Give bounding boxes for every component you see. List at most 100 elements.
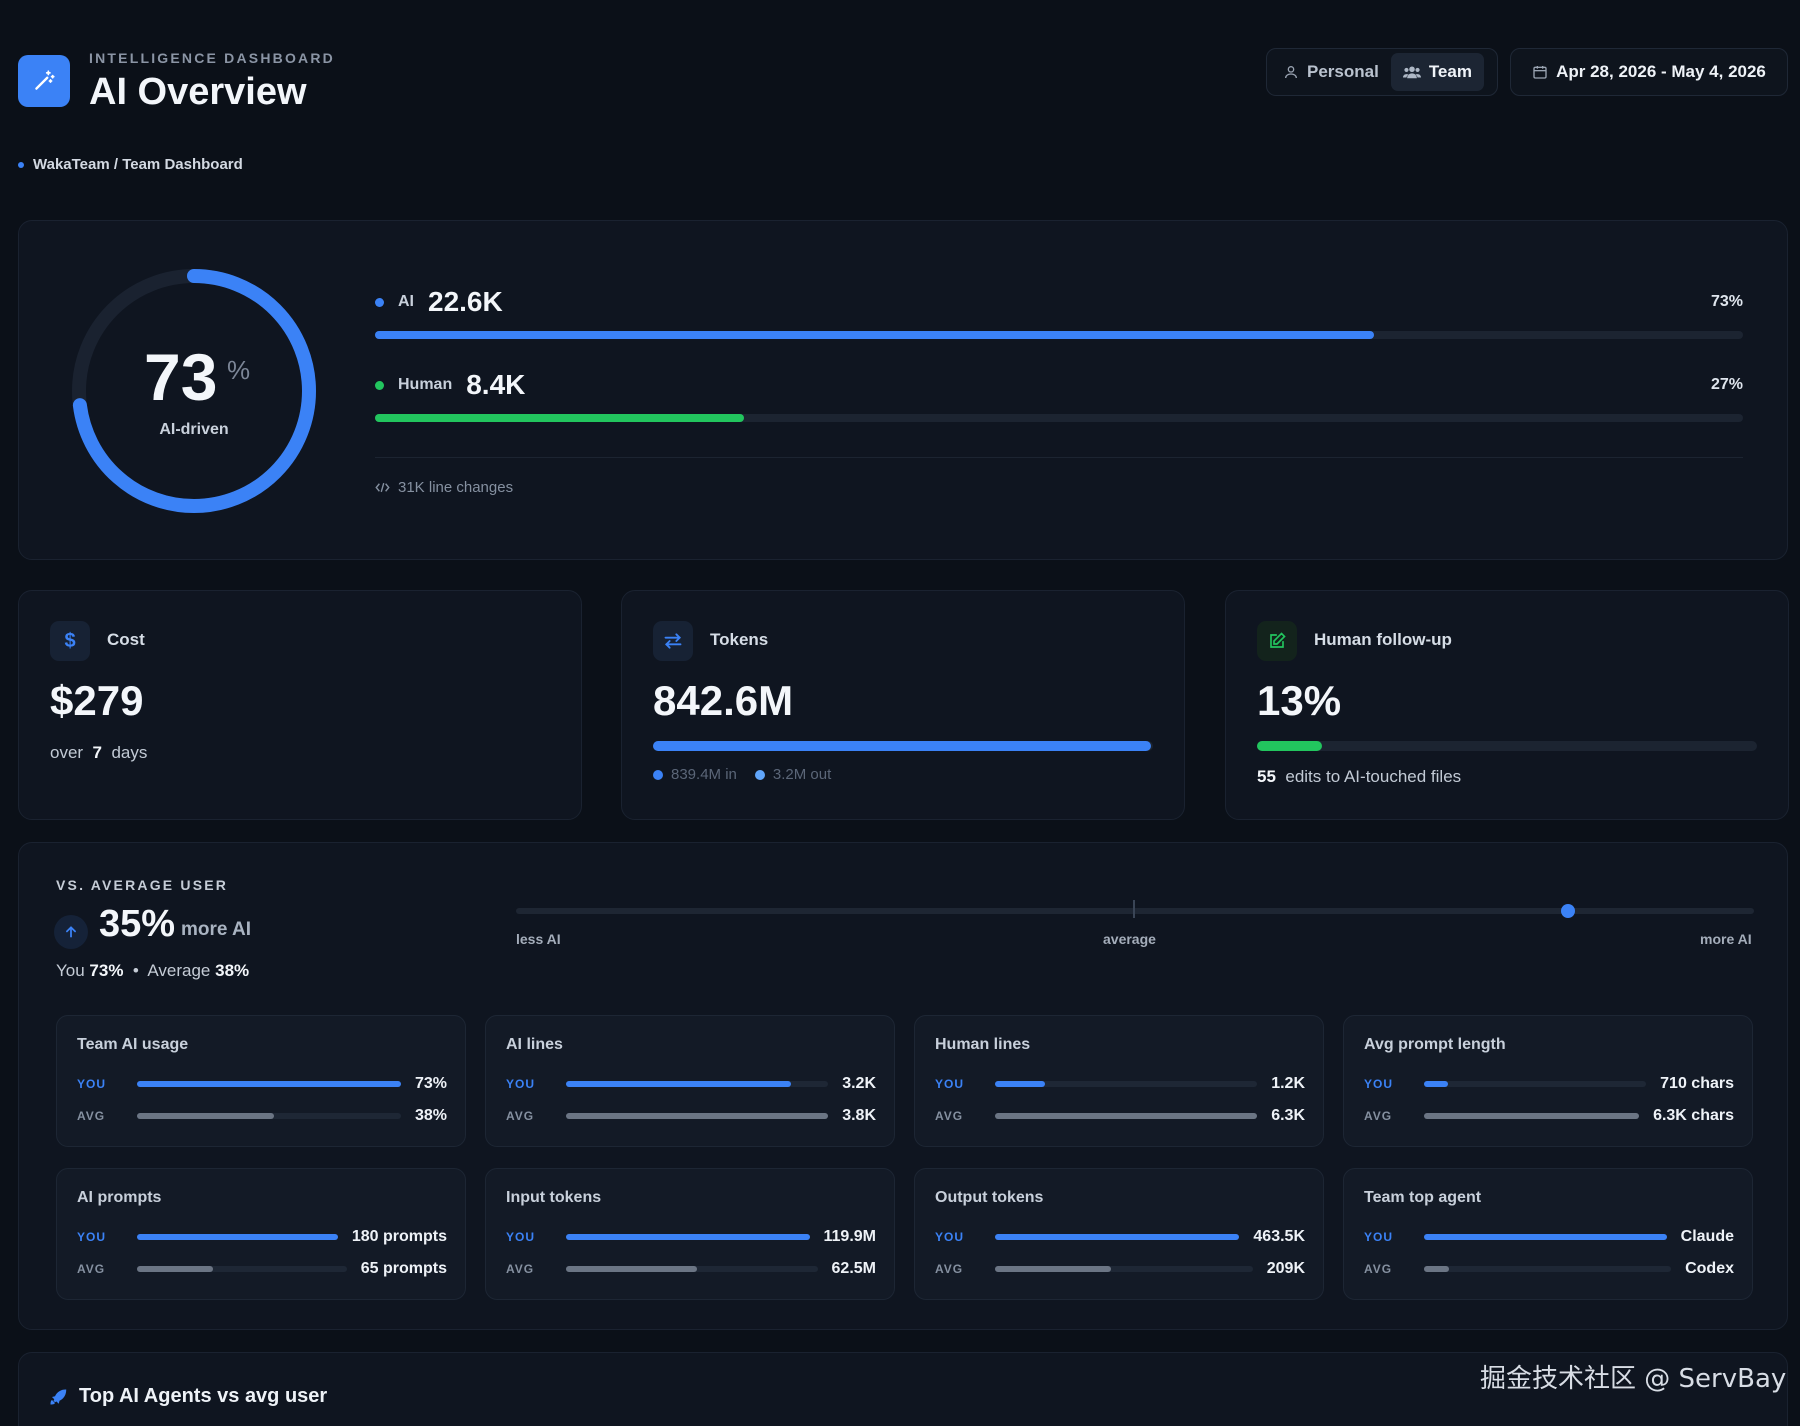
metric-avg-fill [1424,1113,1640,1119]
ai-driven-label: AI-driven [159,421,229,438]
metric-you-value: 180 prompts [351,1228,447,1245]
tokens-progress-fill [653,741,1151,751]
cost-period: over 7 days [50,743,147,763]
avg-tag: AVG [1364,1109,1393,1123]
scope-toggle: Personal Team [1266,48,1498,96]
metric-card: Input tokens YOU 119.9M AVG 62.5M [485,1168,895,1300]
tokens-value: 842.6M [653,677,794,724]
human-progress-fill [375,414,745,422]
metric-avg-fill [137,1113,275,1119]
ai-share-arc [72,269,316,513]
metric-you-fill [566,1081,792,1087]
average-label: Average [147,961,211,980]
average-value: 38% [215,961,250,980]
you-tag: YOU [935,1077,965,1091]
metric-avg-row: AVG 65 prompts [77,1259,447,1279]
metric-you-row: YOU 463.5K [935,1227,1305,1247]
personal-toggle[interactable]: Personal [1271,53,1391,91]
cost-card: $ Cost $279 over 7 days [18,590,582,820]
metric-title: Input tokens [506,1189,602,1206]
avg-tag: AVG [506,1262,535,1276]
team-toggle-label: Team [1428,62,1472,81]
metric-avg-track [137,1266,347,1272]
ai-progress-track [375,331,1743,339]
tokens-card: Tokens 842.6M 839.4M in 3.2M out [621,590,1185,820]
personal-toggle-label: Personal [1307,62,1379,81]
metric-you-track [566,1081,829,1087]
metric-avg-row: AVG 3.8K [506,1106,876,1126]
avg-tag: AVG [1364,1262,1393,1276]
metric-you-track [566,1234,810,1240]
cost-label: Cost [107,630,145,649]
metric-you-row: YOU Claude [1364,1227,1734,1247]
metric-avg-track [137,1113,401,1119]
scale-average-marker [1133,900,1135,918]
metric-you-value: Claude [1680,1228,1734,1245]
top-agents-title-text: Top AI Agents vs avg user [79,1385,328,1407]
metric-avg-row: AVG 6.3K [935,1106,1305,1126]
metric-title: AI lines [506,1036,563,1053]
you-tag: YOU [506,1077,536,1091]
metric-you-fill [995,1081,1045,1087]
watermark: 掘金技术社区 @ ServBay [1480,1364,1787,1394]
ai-legend-dot [375,297,384,307]
metric-you-value: 1.2K [1271,1075,1305,1092]
ai-summary-panel: 73 % AI-driven AI 22.6K 73% Human 8.4K 2… [18,220,1788,560]
metric-avg-row: AVG 6.3K chars [1364,1106,1734,1126]
scale-position-marker [1561,904,1576,918]
human-legend-dot [375,380,384,390]
tokens-progress-track [653,741,1153,751]
metric-you-track [995,1081,1258,1087]
date-range-picker[interactable]: Apr 28, 2026 - May 4, 2026 [1510,48,1788,96]
metric-card: Output tokens YOU 463.5K AVG 209K [914,1168,1324,1300]
metric-you-value: 3.2K [842,1075,876,1092]
scale-average-label: average [1103,931,1156,947]
cost-value: $279 [50,677,144,724]
team-toggle[interactable]: Team [1390,53,1484,91]
top-agents-panel: Top AI Agents vs avg user [18,1352,1788,1426]
ai-label: AI [398,293,414,310]
metric-title: AI prompts [77,1189,162,1206]
vs-average-value-label: more AI [181,919,252,940]
breadcrumb[interactable]: WakaTeam / Team Dashboard [18,156,243,173]
vs-average-value: 35% [99,903,176,945]
user-icon [1285,66,1297,79]
you-value: 73% [89,961,124,980]
metric-card: Team AI usage YOU 73% AVG 38% [56,1015,466,1147]
metric-avg-row: AVG 209K [935,1259,1305,1279]
metric-you-track [1424,1081,1647,1087]
followup-edits-label: edits to AI-touched files [1285,767,1462,786]
breadcrumb-text[interactable]: WakaTeam / Team Dashboard [33,156,243,173]
metric-you-row: YOU 180 prompts [77,1227,447,1247]
metric-you-fill [137,1081,401,1087]
edit-icon [1257,621,1297,661]
you-tag: YOU [77,1077,107,1091]
tokens-legend: 839.4M in 3.2M out [653,766,831,783]
ai-usage-scale [516,900,1754,918]
metric-avg-fill [1424,1266,1449,1272]
followup-label: Human follow-up [1314,630,1452,649]
tokens-in-legend: 839.4M in [653,766,737,783]
avg-tag: AVG [935,1109,964,1123]
metric-you-value: 119.9M [823,1228,876,1245]
metric-avg-track [995,1113,1258,1119]
scale-less-label: less AI [516,931,561,947]
metric-you-fill [566,1234,810,1240]
metric-avg-value: 38% [414,1107,447,1124]
you-label: You [56,961,85,980]
date-range-text: Apr 28, 2026 - May 4, 2026 [1556,62,1766,81]
tokens-in-text: 839.4M in [671,766,737,783]
magic-wand-icon [18,55,70,107]
compare-separator: • [132,961,139,980]
followup-edits: 55 edits to AI-touched files [1257,767,1461,787]
metric-avg-fill [566,1266,697,1272]
human-followup-card: Human follow-up 13% 55 edits to AI-touch… [1225,590,1789,820]
cost-period-suffix: days [111,743,148,762]
metric-avg-row: AVG Codex [1364,1259,1734,1279]
metric-avg-value: 65 prompts [360,1260,447,1277]
vs-average-compare: You 73% • Average 38% [56,961,249,981]
human-label: Human [398,376,453,393]
ai-lines-value: 22.6K [428,286,503,317]
you-tag: YOU [506,1230,536,1244]
you-tag: YOU [77,1230,107,1244]
